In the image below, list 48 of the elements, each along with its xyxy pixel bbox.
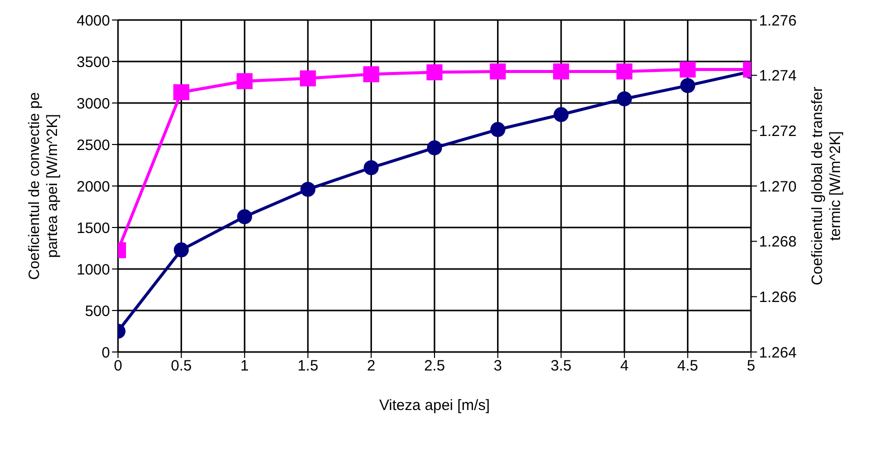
x-tick-label: 3.5 (550, 358, 572, 375)
y2-tick-label: 1.270 (759, 178, 797, 196)
y-tick-label: 2500 (76, 136, 110, 154)
y-tick-label: 3500 (76, 54, 110, 71)
point (173, 84, 190, 100)
y2-tick-label: 1.266 (759, 288, 797, 306)
point (427, 140, 442, 156)
y2-tick-label: 1.274 (759, 68, 797, 85)
y2-tick-label: 1.264 (759, 344, 797, 362)
y2-axis-title: Coeficientul global de transfer termic [W/m^2K] (809, 86, 844, 286)
x-tick-label: 4 (620, 358, 629, 375)
point (553, 63, 570, 80)
point (363, 66, 380, 82)
point (174, 242, 189, 258)
y-tick-label: 500 (84, 302, 110, 320)
point (426, 64, 442, 80)
y2-tick-label: 1.276 (759, 12, 797, 30)
point (680, 78, 696, 94)
x-tick-label: 0 (114, 358, 122, 375)
y-tick-label: 2000 (76, 178, 110, 196)
x-tick-label: 1 (240, 358, 249, 375)
x-tick-label: 4.5 (677, 358, 698, 375)
x-tick-label: 5 (746, 358, 756, 375)
point (364, 160, 379, 176)
point (490, 122, 506, 138)
x-tick-label: 2.5 (424, 358, 445, 375)
point (616, 63, 632, 80)
y2-tick-label: 1.272 (759, 122, 797, 140)
x-axis-title: Viteza apei [m/s] (379, 397, 490, 414)
y-axis-title: Coeficientul de convectie pe partea apei [W/m^2K] (26, 92, 61, 280)
point (300, 70, 316, 86)
point (237, 209, 252, 224)
y-tick-label: 1000 (76, 261, 110, 278)
x-tick-label: 3 (494, 358, 502, 375)
y2-tick-label: 1.268 (759, 234, 797, 251)
y-tick-label: 0 (102, 344, 110, 362)
point (680, 62, 696, 78)
y-tick-label: 1500 (76, 220, 110, 237)
point (616, 91, 632, 106)
point (554, 107, 569, 122)
y-tick-label: 3000 (76, 95, 110, 112)
point (490, 63, 506, 80)
x-tick-label: 2 (367, 358, 376, 375)
x-tick-label: 0.5 (170, 358, 192, 375)
point (236, 73, 253, 90)
point (300, 182, 316, 197)
y-tick-label: 4000 (76, 12, 110, 30)
x-tick-label: 1.5 (297, 358, 318, 375)
